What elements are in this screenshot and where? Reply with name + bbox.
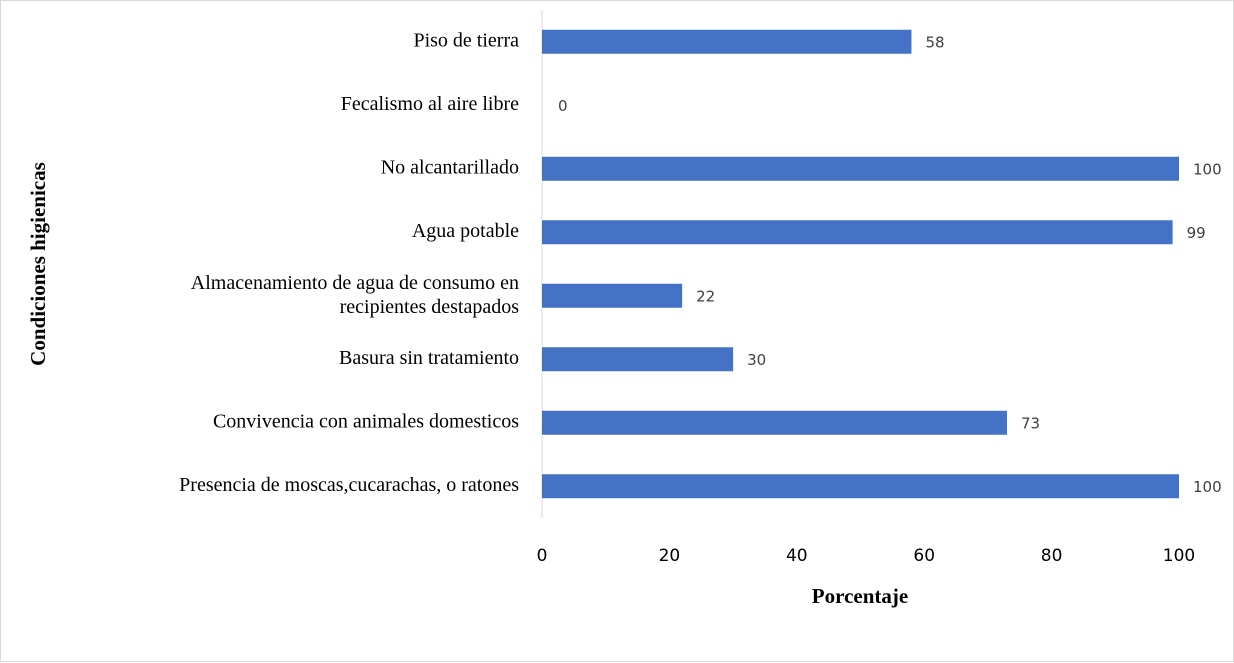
bar	[542, 410, 1008, 435]
value-label: 22	[696, 287, 715, 305]
value-label: 58	[925, 33, 944, 51]
value-label: 30	[747, 351, 766, 369]
x-tick-label: 40	[786, 546, 808, 566]
value-label: 73	[1021, 414, 1040, 432]
bar	[542, 474, 1179, 499]
y-tick-label: Fecalismo al aire libre	[341, 93, 519, 115]
x-tick-label: 100	[1163, 546, 1195, 566]
value-label: 100	[1193, 160, 1222, 178]
bar	[542, 156, 1179, 181]
y-tick-label: Almacenamiento de agua de consumo en reci…	[191, 271, 519, 317]
y-tick-label: Presencia de moscas,cucarachas, o ratone…	[179, 474, 519, 496]
bar	[542, 347, 734, 372]
bar	[542, 220, 1173, 245]
y-tick-label: Convivencia con animales domesticos	[213, 410, 519, 432]
y-tick-label: Piso de tierra	[413, 29, 519, 51]
value-label: 0	[558, 97, 568, 115]
value-label: 100	[1193, 478, 1222, 496]
y-tick-label: Agua potable	[412, 220, 519, 242]
bar	[542, 29, 912, 54]
x-axis-title: Porcentaje	[812, 584, 908, 608]
value-label: 99	[1187, 224, 1206, 242]
bar	[542, 283, 683, 308]
x-tick-label: 20	[659, 546, 681, 566]
y-tick-label: No alcantarillado	[381, 156, 519, 178]
y-tick-label: Basura sin tratamiento	[339, 347, 519, 369]
x-tick-label: 60	[913, 546, 935, 566]
y-axis-title: Condiciones higienicas	[26, 162, 50, 366]
x-tick-label: 80	[1041, 546, 1063, 566]
x-tick-label: 0	[537, 546, 548, 566]
